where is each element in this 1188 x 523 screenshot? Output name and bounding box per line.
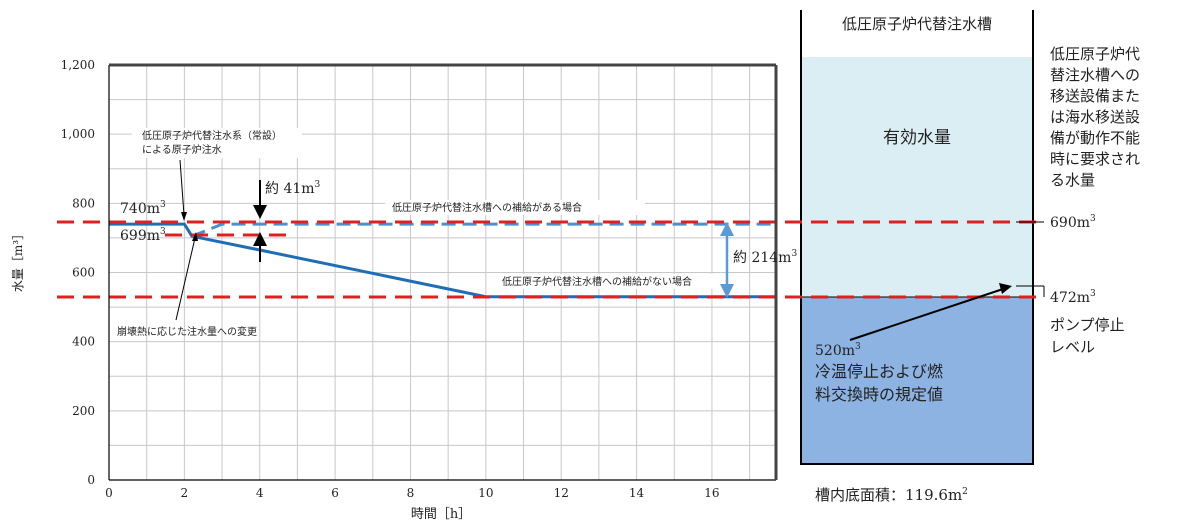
annot-jouset-box [132,128,302,158]
x-tick-labels: 0 2 4 6 8 10 12 14 16 [105,486,719,500]
y-axis-label: 水量［m³］ [11,228,25,292]
annot-jouset-arrowhead [181,212,187,221]
supply-no-label: 低圧原子炉代替注水槽への補給がない場合 [502,275,692,288]
reference-lines [57,220,1040,299]
level-472: 472m3 [1050,289,1096,306]
note-line-6: 時に要求され [1050,150,1140,168]
label-41: 約 41m3 [265,180,321,197]
arrow-214-head-top [720,222,734,236]
note-line-2: 替注水槽への [1050,66,1140,84]
arrow-41-head-bottom [253,232,267,246]
arrow-214-head-bottom [720,284,734,298]
x-tick-14: 14 [629,486,645,500]
supply-no-box [495,274,717,289]
arrow-41-head-top [253,205,267,219]
svg-text:時に要求され: 時に要求され [1050,150,1140,168]
note-line-3: 移送設備また [1050,87,1140,105]
x-tick-2: 2 [181,486,189,500]
tank-lower-region [801,297,1033,464]
y-tick-0: 0 [87,473,95,487]
x-tick-4: 4 [256,486,264,500]
note-line-7: る水量 [1050,171,1095,189]
y-tick-1000: 1,000 [61,127,95,141]
note-line-4: は海水移送設 [1050,108,1140,126]
tank-diagram: 低圧原子炉代替注水槽 有効水量 [800,10,1034,465]
cold-line-2: 料交換時の規定値 [815,385,943,404]
annot-jouset: 低圧原子炉代替注水系（常設） [142,129,282,142]
note-line-5: 備が動作不能 [1050,129,1140,147]
label-520: 520m3 [815,342,861,359]
supply-yes-box [385,200,645,215]
svg-text:低圧原子炉代: 低圧原子炉代 [1050,45,1140,63]
grid [109,65,776,480]
svg-text:る水量: る水量 [1050,171,1095,189]
annot-decay: 崩壊熱に応じた注水量への変更 [117,325,257,338]
label-699: 699m3 [120,227,166,244]
axes [108,63,778,481]
tank-title: 低圧原子炉代替注水槽 [842,15,992,33]
x-tick-6: 6 [331,486,339,500]
level-690: 690m3 [1050,214,1096,231]
annot-jouset-2: による原子炉注水 [142,143,222,156]
x-tick-12: 12 [554,486,569,500]
tank-upper-region [801,57,1033,297]
y-tick-600: 600 [72,266,95,280]
series-line-1 [191,222,776,238]
label-214: 約 214m3 [733,249,797,266]
y-tick-200: 200 [72,404,95,418]
svg-text:移送設備また: 移送設備また [1050,87,1140,105]
x-axis-label: 時間［h］ [411,507,471,522]
y-tick-800: 800 [72,196,95,210]
x-tick-16: 16 [704,486,719,500]
tank-effective-volume: 有効水量 [883,128,951,148]
pump-stop-1: ポンプ停止 [1050,316,1125,334]
label-740: 740m3 [120,200,166,217]
y-tick-labels: 0 200 400 600 800 1,000 1,200 [61,58,95,487]
y-tick-400: 400 [72,335,95,349]
annot-decay-arrow [175,237,196,321]
svg-text:備が動作不能: 備が動作不能 [1050,129,1140,147]
cold-line-1: 冷温停止および燃 [815,362,943,381]
x-tick-10: 10 [478,486,493,500]
y-tick-1200: 1,200 [61,58,95,72]
x-tick-0: 0 [105,486,113,500]
tank-right-note: 低圧原子炉代 替注水槽への 移送設備また は海水移送設 備が動作不能 時に要求さ… [1050,45,1140,189]
x-tick-8: 8 [407,486,415,500]
annot-jouset-arrow [179,159,185,216]
note-line-1: 低圧原子炉代 [1050,45,1140,63]
svg-text:は海水移送設: は海水移送設 [1050,108,1140,126]
arrow-520 [849,288,1004,341]
pump-stop-2: レベル [1050,338,1095,356]
svg-text:替注水槽への: 替注水槽への [1050,66,1140,84]
arrow-520-head [999,283,1012,294]
supply-yes-label: 低圧原子炉代替注水槽への補給がある場合 [392,201,582,214]
annot-decay-arrowhead [192,232,198,241]
tank-bottom-area: 槽内底面積：119.6m2 [815,486,968,504]
